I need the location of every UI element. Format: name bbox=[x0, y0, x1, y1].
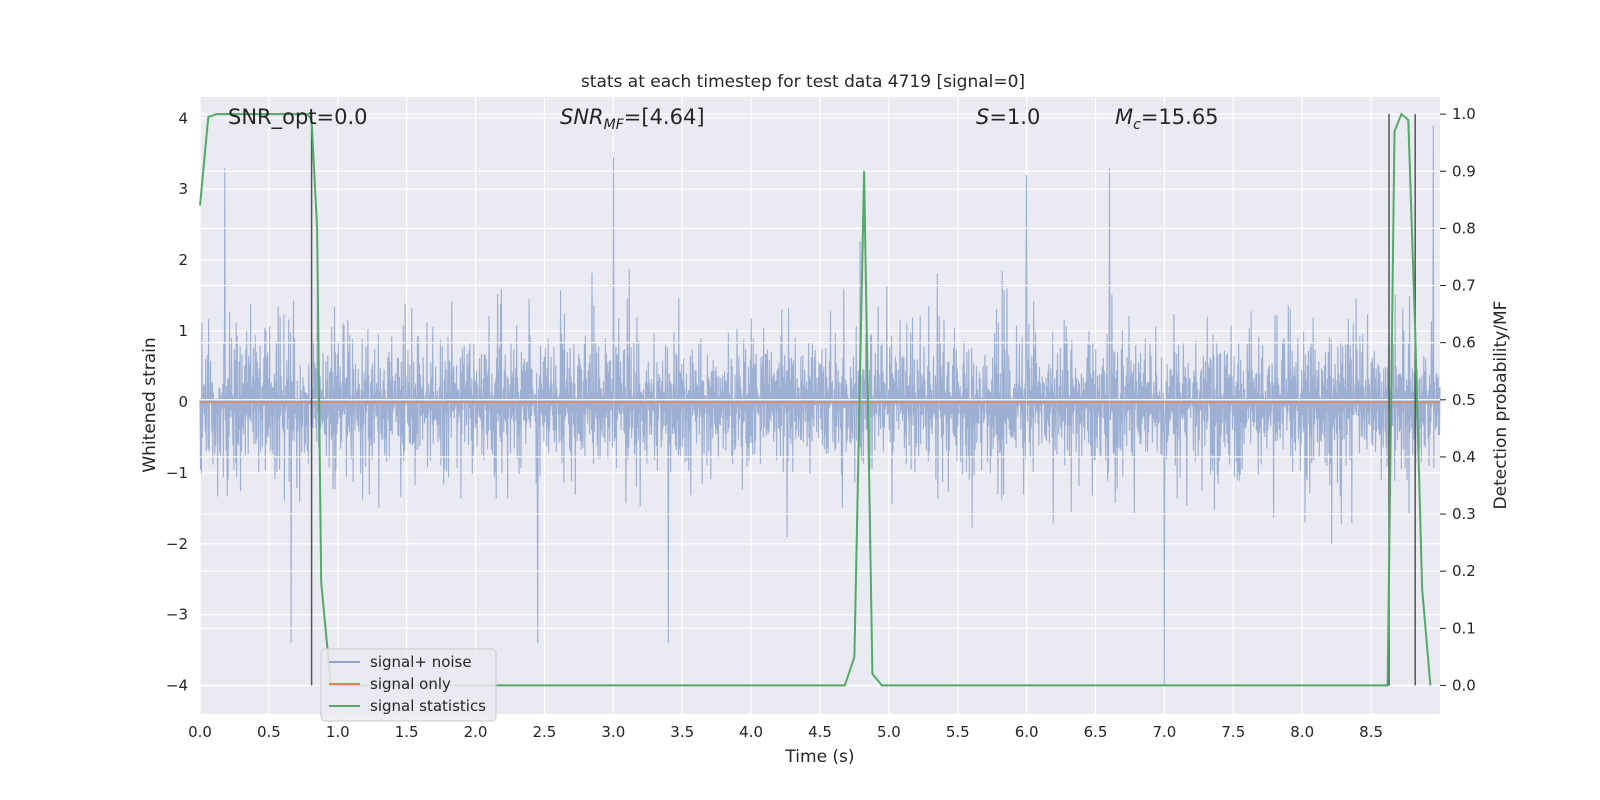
x-tick-label: 5.5 bbox=[946, 723, 970, 741]
y-right-tick-label: 0.3 bbox=[1452, 505, 1476, 523]
y-left-tick-label: −4 bbox=[166, 677, 188, 695]
x-tick-label: 6.0 bbox=[1015, 723, 1039, 741]
y-left-tick-labels: 4 3 2 1 0 −1 −2 −3 −4 bbox=[166, 109, 188, 694]
x-tick-label: 7.0 bbox=[1153, 723, 1177, 741]
annotation-snr-opt: SNR_opt=0.0 bbox=[228, 105, 368, 130]
legend-box bbox=[320, 648, 497, 722]
y-right-axis-label: Detection probability/MF bbox=[1491, 301, 1511, 510]
x-tick-label: 6.5 bbox=[1084, 723, 1108, 741]
annotation-mc-sub: c bbox=[1133, 117, 1141, 133]
x-tick-label: 5.0 bbox=[877, 723, 901, 741]
y-left-tick-label: 4 bbox=[178, 109, 188, 127]
y-right-tick-label: 0.1 bbox=[1452, 619, 1476, 637]
x-tick-labels: 0.0 0.5 1.0 1.5 2.0 2.5 3.0 3.5 4.0 4.5 5.0 5.5 6.0 6… bbox=[188, 723, 1383, 741]
x-tick-label: 3.5 bbox=[670, 723, 694, 741]
annotation-mc-value: =15.65 bbox=[1141, 105, 1219, 129]
x-tick-label: 2.0 bbox=[464, 723, 488, 741]
y-right-tick-label: 0.6 bbox=[1452, 334, 1476, 352]
x-tick-label: 7.5 bbox=[1221, 723, 1245, 741]
legend: signal+ noise signal only signal statist… bbox=[320, 648, 497, 722]
signal-statistics-series bbox=[199, 112, 1432, 687]
y-right-tick-label: 0.0 bbox=[1452, 676, 1476, 694]
x-tick-label: 2.5 bbox=[533, 723, 557, 741]
y-left-tick-label: 3 bbox=[178, 180, 188, 198]
x-tick-label: 0.5 bbox=[257, 723, 281, 741]
annotation-mc: Mc=15.65 bbox=[1115, 105, 1219, 133]
legend-label-signal-statistics: signal statistics bbox=[370, 697, 486, 715]
x-tick-label: 1.5 bbox=[395, 723, 419, 741]
y-right-tick-label: 0.5 bbox=[1452, 391, 1476, 409]
x-tick-label: 1.0 bbox=[326, 723, 350, 741]
y-left-tick-label: −1 bbox=[166, 464, 188, 482]
x-tick-label: 8.0 bbox=[1290, 723, 1314, 741]
y-right-tick-label: 0.8 bbox=[1452, 219, 1476, 237]
annotation-snr-mf-value: =[4.64] bbox=[624, 105, 705, 129]
y-right-tick-labels: 1.0 0.9 0.8 0.7 0.6 0.5 0.4 0.3 0.2 0.1 0.0 bbox=[1440, 105, 1476, 694]
chart-title: stats at each timestep for test data 471… bbox=[581, 72, 1025, 92]
x-tick-label: 3.0 bbox=[601, 723, 625, 741]
x-tick-label: 4.5 bbox=[808, 723, 832, 741]
y-right-tick-label: 0.7 bbox=[1452, 277, 1476, 295]
legend-label-signal-noise: signal+ noise bbox=[370, 653, 472, 671]
x-tick-label: 0.0 bbox=[188, 723, 212, 741]
y-left-tick-label: 1 bbox=[178, 322, 188, 340]
annotation-s-value: =1.0 bbox=[989, 105, 1040, 129]
annotation-snr-mf: SNRMF=[4.64] bbox=[560, 105, 705, 133]
signal-statistics-line bbox=[199, 112, 1432, 687]
x-tick-label: 4.0 bbox=[739, 723, 763, 741]
annotation-s-main: S bbox=[976, 105, 989, 129]
legend-label-signal-only: signal only bbox=[370, 675, 451, 693]
annotation-s: S=1.0 bbox=[976, 105, 1040, 129]
annotation-snr-mf-main: SNR bbox=[560, 105, 604, 129]
annotation-snr-mf-sub: MF bbox=[604, 117, 625, 133]
x-axis-label: Time (s) bbox=[784, 747, 854, 767]
y-right-tick-label: 0.2 bbox=[1452, 562, 1476, 580]
x-tick-label: 8.5 bbox=[1359, 723, 1383, 741]
y-left-axis-label: Whitened strain bbox=[140, 337, 160, 472]
y-left-tick-label: −2 bbox=[166, 535, 188, 553]
y-left-tick-label: 2 bbox=[178, 251, 188, 269]
y-right-tick-label: 0.4 bbox=[1452, 448, 1476, 466]
y-right-tick-label: 0.9 bbox=[1452, 162, 1476, 180]
y-right-tick-label: 1.0 bbox=[1452, 105, 1476, 123]
y-left-tick-label: −3 bbox=[166, 606, 188, 624]
y-left-tick-label: 0 bbox=[178, 393, 188, 411]
annotation-mc-main: M bbox=[1115, 105, 1133, 129]
